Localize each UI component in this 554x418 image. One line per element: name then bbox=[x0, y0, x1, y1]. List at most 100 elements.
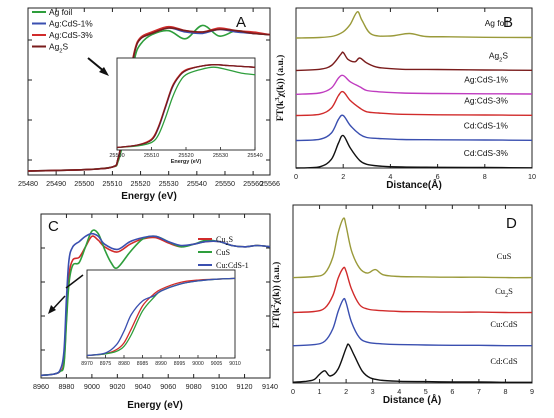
panel-c-inset-x-tick-label: 9000 bbox=[192, 361, 204, 367]
panel-a-x-tick-label: 25520 bbox=[131, 179, 151, 188]
panel-a-inset-x-axis-label: Energy (eV) bbox=[171, 159, 202, 165]
panel-b-trace-label-agcds-1: Ag:CdS-1% bbox=[464, 74, 508, 84]
panel-c-inset-x-tick-label: 9005 bbox=[211, 361, 223, 367]
panel-a: 25480 25490 25500 25510 25520 25530 25540 25550… bbox=[18, 7, 280, 202]
panel-b-series-agcds-1 bbox=[295, 74, 533, 95]
panel-b-trace-label-agcds-3: Ag:CdS-3% bbox=[464, 96, 508, 106]
panel-a-x-tick-label: 25500 bbox=[74, 179, 94, 188]
panel-b-letter: B bbox=[503, 14, 513, 31]
panel-d-x-tick-label: 5 bbox=[424, 387, 428, 396]
panel-c-x-axis-label: Energy (eV) bbox=[127, 400, 183, 411]
panel-d-series-cdcds bbox=[292, 343, 533, 384]
panel-a-x-tick-label: 25530 bbox=[159, 179, 179, 188]
panel-c-x-tick-label: 9080 bbox=[186, 382, 202, 391]
panel-d-trace-label-cus: CuS bbox=[497, 251, 512, 261]
panel-b-trace-label-ag2s: Ag2S bbox=[489, 51, 509, 64]
panel-c-inset-x-tick-label: 8980 bbox=[118, 361, 130, 367]
panel-d-trace-label-cu2s: Cu2S bbox=[495, 286, 513, 299]
panel-b-y-axis-label: FT(k3χ(k)) (a.u.) bbox=[274, 55, 286, 122]
panel-a-series-ag2s bbox=[27, 27, 271, 172]
panel-d-x-tick-label: 0 bbox=[291, 387, 295, 396]
panel-d-x-tick-label: 4 bbox=[397, 387, 401, 396]
panel-c-x-tick-label: 9140 bbox=[262, 382, 278, 391]
panel-d: 0 1 2 3 4 5 6 7 8 9 CuS Cu2S Cu:CdS Cd:CdS D Distance (… bbox=[270, 204, 534, 406]
panel-d-series-cu2s bbox=[292, 266, 533, 314]
panel-d-x-tick-label: 2 bbox=[344, 387, 348, 396]
panel-c-arrow-head bbox=[48, 305, 56, 314]
panel-d-series-cus bbox=[292, 217, 533, 279]
panel-a-legend-label-ag2s: Ag2S bbox=[49, 42, 69, 55]
panel-d-x-tick-label: 9 bbox=[530, 387, 534, 396]
panel-b-trace-label-ag-foil: Ag foil bbox=[485, 18, 508, 28]
panel-c-inset-series-cucds-1 bbox=[86, 277, 236, 357]
panel-c-plot-frame bbox=[40, 213, 271, 379]
panel-b-series-agcds-3 bbox=[295, 90, 533, 117]
panel-d-letter: D bbox=[506, 215, 517, 232]
panel-c-inset-x-tick-label: 8985 bbox=[137, 361, 149, 367]
panel-d-y-axis-label: FT(k2χ(k)) (a.u.) bbox=[270, 262, 282, 329]
panel-d-x-tick-label: 3 bbox=[371, 387, 375, 396]
panel-a-letter: A bbox=[236, 14, 246, 31]
panel-c-inset-series-cu2s bbox=[86, 277, 236, 357]
panel-d-trace-label-cucds: Cu:CdS bbox=[490, 319, 517, 329]
panel-d-trace-label-cdcds: Cd:CdS bbox=[490, 356, 517, 366]
panel-c-series-cucds-1 bbox=[40, 232, 271, 377]
panel-b-trace-label-cdcds-1: Cd:CdS-1% bbox=[464, 121, 509, 131]
panel-d-x-axis-label: Distance (Å) bbox=[383, 393, 441, 406]
panel-a-inset-series-ag-foil bbox=[116, 66, 256, 149]
panel-c-inset-x-tick-label: 8990 bbox=[155, 361, 167, 367]
panel-c-x-tick-label: 9100 bbox=[211, 382, 227, 391]
panel-b-x-tick-label: 8 bbox=[483, 172, 487, 181]
panel-c-legend-label-cucds-1: Cu:CdS-1 bbox=[216, 261, 249, 270]
panel-c-legend-label-cu2s: Cu2S bbox=[216, 235, 233, 247]
panel-c-inset-frame bbox=[86, 269, 236, 359]
panel-d-plot-frame bbox=[292, 204, 533, 384]
panel-c-x-tick-label: 9000 bbox=[84, 382, 100, 391]
panel-b-x-axis-label: Distance(Å) bbox=[386, 178, 442, 191]
panel-b: 0 2 4 6 8 10 Ag foil Ag2S Ag:CdS-1% Ag:CdS-3% Cd:C… bbox=[274, 7, 536, 191]
panel-b-series-cdcds-3 bbox=[295, 134, 533, 169]
panel-a-legend-label-agcds-1: Ag:CdS-1% bbox=[49, 19, 93, 29]
panel-c-inset-x-tick-label: 8995 bbox=[174, 361, 186, 367]
panel-a-inset-x-tick-label: 25500 bbox=[109, 153, 124, 159]
panel-c-x-tick-label: 8960 bbox=[33, 382, 49, 391]
panel-c-letter: C bbox=[48, 218, 59, 235]
panel-c-inset-x-tick-label: 8970 bbox=[81, 361, 93, 367]
panel-b-x-tick-label: 6 bbox=[436, 172, 440, 181]
panel-a-legend-label-agcds-3: Ag:CdS-3% bbox=[49, 30, 93, 40]
panel-c-x-tick-label: 9020 bbox=[109, 382, 125, 391]
panel-a-x-tick-label: 25550 bbox=[215, 179, 235, 188]
panel-b-x-tick-label: 0 bbox=[294, 172, 298, 181]
panel-a-inset-x-tick-label: 25520 bbox=[178, 153, 193, 159]
panel-c: 8960 8980 9000 9020 9040 9060 9080 9100 9120 9140… bbox=[33, 213, 278, 411]
panel-d-x-tick-label: 1 bbox=[318, 387, 322, 396]
panel-a-x-tick-label: 25480 bbox=[18, 179, 38, 188]
panel-c-x-tick-label: 9040 bbox=[135, 382, 151, 391]
panel-c-x-tick-label: 9060 bbox=[160, 382, 176, 391]
panel-a-x-tick-label: 25540 bbox=[187, 179, 207, 188]
panel-a-inset-series-ag2s bbox=[116, 64, 256, 149]
panel-b-series-ag-foil bbox=[295, 11, 533, 39]
panel-a-x-axis-label: Energy (eV) bbox=[121, 191, 177, 202]
panel-d-x-tick-label: 8 bbox=[503, 387, 507, 396]
panel-a-x-tick-label: 25490 bbox=[46, 179, 66, 188]
panel-d-series-cucds bbox=[292, 297, 532, 347]
panel-b-trace-label-cdcds-3: Cd:CdS-3% bbox=[464, 148, 509, 158]
panel-b-plot-frame bbox=[295, 7, 533, 169]
panel-b-series-ag2s bbox=[295, 51, 533, 72]
panel-c-inset-x-tick-label: 8975 bbox=[100, 361, 112, 367]
panel-b-x-tick-label: 2 bbox=[341, 172, 345, 181]
panel-a-x-tick-label: 25560 bbox=[243, 179, 263, 188]
panel-d-x-tick-label: 7 bbox=[477, 387, 481, 396]
panel-c-arrow-shaft-1 bbox=[51, 295, 66, 311]
panel-a-x-tick-label: 25566 bbox=[260, 179, 280, 188]
panel-c-arrow-shaft-2 bbox=[65, 274, 84, 289]
panel-a-inset-x-tick-label: 25510 bbox=[144, 153, 159, 159]
panel-c-inset-x-tick-label: 9010 bbox=[229, 361, 241, 367]
panel-a-arrow-head bbox=[99, 67, 109, 76]
panel-b-series-cdcds-1 bbox=[295, 114, 533, 142]
panel-c-legend-label-cus: CuS bbox=[216, 248, 231, 257]
panel-b-x-tick-label: 4 bbox=[388, 172, 392, 181]
panel-c-x-tick-label: 9120 bbox=[237, 382, 253, 391]
